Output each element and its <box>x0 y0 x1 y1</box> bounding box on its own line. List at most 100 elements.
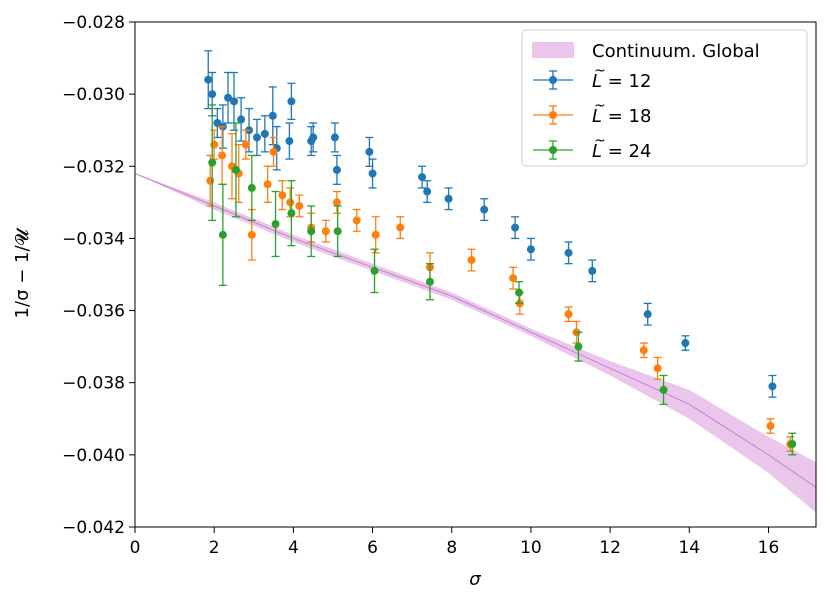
plot-frame <box>134 21 817 528</box>
x-tick-label: 10 <box>520 538 542 558</box>
series-3 <box>208 104 797 456</box>
data-point <box>263 180 272 189</box>
data-point <box>285 137 294 146</box>
data-point <box>768 382 777 391</box>
data-point <box>237 115 246 124</box>
y-tick-label: −0.034 <box>62 229 125 249</box>
data-point <box>396 223 405 232</box>
data-point <box>370 266 379 275</box>
y-tick-label: −0.028 <box>62 13 125 33</box>
legend-label-band: Continuum. Global <box>592 41 760 62</box>
data-point <box>444 194 453 203</box>
x-tick-label: 16 <box>758 538 780 558</box>
data-point <box>321 227 330 236</box>
data-point <box>788 440 797 449</box>
data-point <box>218 230 227 239</box>
data-point <box>564 248 573 257</box>
legend-label: L = 24 <box>592 141 651 162</box>
data-point <box>574 342 583 351</box>
legend-entry-1: L = 12~ <box>533 63 651 92</box>
data-point <box>210 140 219 149</box>
data-point <box>564 310 573 319</box>
x-axis: 0 2 4 6 8 10 12 14 16 <box>130 527 780 558</box>
data-point <box>295 201 304 210</box>
data-point <box>480 205 489 214</box>
data-point <box>365 147 374 156</box>
legend-marker-dot <box>549 76 557 84</box>
data-point <box>371 230 380 239</box>
legend-entry-2: L = 18~ <box>533 98 651 127</box>
data-point <box>467 256 476 265</box>
x-tick-label: 14 <box>678 538 700 558</box>
data-point <box>278 191 287 200</box>
data-point <box>286 198 295 207</box>
continuum-center-line <box>134 173 817 488</box>
data-point <box>515 288 524 297</box>
data-point <box>352 216 361 225</box>
y-tick-label: −0.042 <box>62 518 125 538</box>
data-point <box>231 165 240 174</box>
data-point <box>639 346 648 355</box>
y-tick-label: −0.036 <box>62 302 125 322</box>
data-point <box>766 422 775 430</box>
y-axis-label: 1/σ − 1/𝓤 <box>12 226 33 318</box>
y-tick-label: −0.038 <box>62 374 125 394</box>
legend-marker-dot <box>549 111 557 119</box>
data-point <box>260 129 269 138</box>
x-tick-label: 0 <box>130 538 141 558</box>
data-point <box>218 151 227 160</box>
x-tick-label: 2 <box>209 538 220 558</box>
data-point <box>653 364 662 373</box>
data-point <box>643 310 652 319</box>
x-axis-label: σ <box>469 569 481 590</box>
data-point <box>511 223 520 232</box>
data-point <box>204 75 213 84</box>
data-point <box>681 339 690 348</box>
data-point <box>330 133 339 142</box>
legend-tilde: ~ <box>594 98 606 114</box>
legend-label: L = 12 <box>592 71 651 92</box>
data-point <box>269 147 278 156</box>
data-point <box>588 266 597 275</box>
data-point <box>309 133 318 142</box>
data-point <box>206 176 215 185</box>
data-point <box>332 165 341 174</box>
legend-marker-dot <box>549 146 557 154</box>
legend-tilde: ~ <box>594 133 606 149</box>
legend-tilde: ~ <box>594 63 606 79</box>
data-point <box>268 111 277 120</box>
y-axis: −0.028 −0.030 −0.032 −0.034 −0.036 −0.038 −0.0… <box>62 13 135 538</box>
data-point <box>224 93 233 102</box>
data-point <box>425 277 434 286</box>
data-point <box>252 133 261 142</box>
data-point <box>208 158 217 167</box>
data-point <box>332 198 341 207</box>
data-point <box>526 245 535 254</box>
data-point <box>307 227 316 236</box>
data-point <box>208 90 217 99</box>
x-tick-label: 12 <box>599 538 621 558</box>
y-tick-label: −0.032 <box>62 157 125 177</box>
data-point <box>287 209 296 218</box>
series-2 <box>206 125 795 452</box>
data-point <box>333 227 342 236</box>
x-tick-label: 8 <box>446 538 457 558</box>
y-tick-label: −0.030 <box>62 85 125 105</box>
data-point <box>247 183 256 192</box>
data-point <box>241 140 250 149</box>
y-tick-label: −0.040 <box>62 446 125 466</box>
data-point <box>271 220 280 228</box>
legend-frame <box>521 29 808 167</box>
data-point <box>509 274 518 283</box>
data-point <box>659 385 668 394</box>
x-tick-label: 6 <box>367 538 378 558</box>
data-point <box>229 97 238 106</box>
data-point <box>418 173 427 182</box>
legend: Continuum. Global L = 12~L = 18~L = 24~ <box>521 29 808 167</box>
data-point <box>368 169 377 178</box>
data-point <box>423 187 432 196</box>
data-point <box>287 97 296 106</box>
x-tick-label: 4 <box>288 538 299 558</box>
series-1 <box>204 50 777 398</box>
